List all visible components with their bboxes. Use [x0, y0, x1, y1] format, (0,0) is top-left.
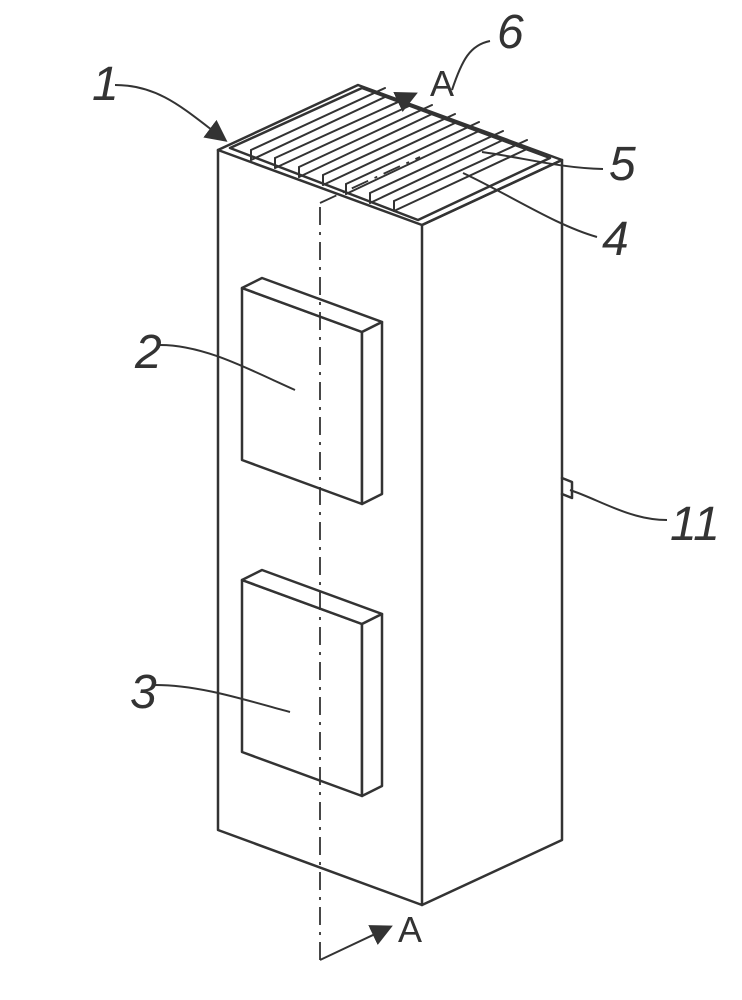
- labels: 1 2 3 4 5 6 11: [92, 6, 720, 719]
- label-5: 5: [609, 138, 636, 191]
- label-2: 2: [134, 326, 162, 379]
- outer-housing: [218, 85, 572, 905]
- label-3: 3: [130, 666, 157, 719]
- label-A-top: A: [430, 63, 454, 104]
- label-4: 4: [602, 213, 629, 266]
- label-A-bottom: A: [398, 909, 422, 950]
- section-line-aa: [320, 157, 420, 960]
- label-11: 11: [670, 498, 720, 551]
- label-6: 6: [497, 6, 524, 59]
- component-2: [242, 278, 382, 504]
- isometric-figure: 1 2 3 4 5 6 11 A A: [0, 0, 742, 1000]
- component-3: [242, 570, 382, 796]
- leaders: [115, 41, 667, 712]
- label-1: 1: [92, 58, 119, 111]
